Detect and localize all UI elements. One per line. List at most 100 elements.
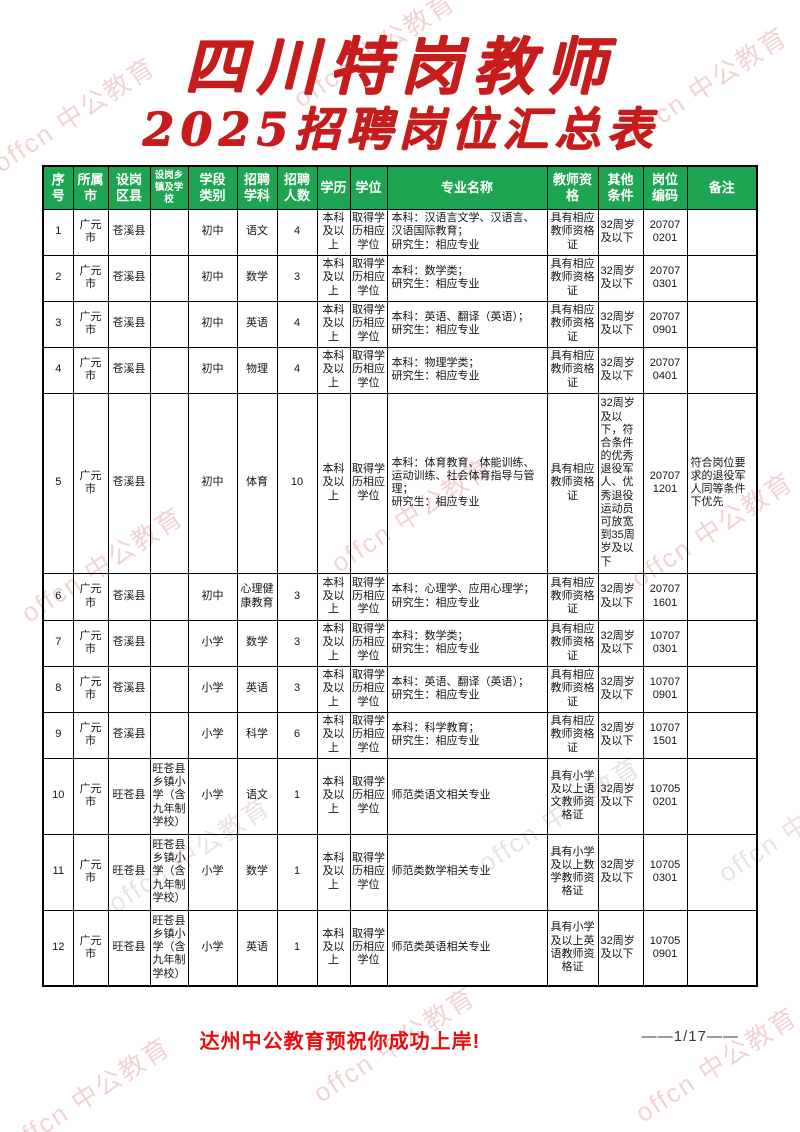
cell-county: 旺苍县 [107,757,151,835]
header-note: 备注 [686,165,758,210]
cell-note [686,909,758,987]
header-other: 其他 条件 [597,165,644,210]
cell-edu: 本科及以上 [316,909,351,987]
cell-code: 10707 0901 [642,665,688,713]
cell-city: 广元市 [72,909,109,987]
page-footer: 达州中公教育预祝你成功上岸! ——1/17—— [43,1025,757,1053]
table-row: 2 广元市 苍溪县 初中 数学 3 本科及以上 取得学历相应学位 本科：数学类； 研究生：相应专… [42,254,758,302]
cell-count: 3 [276,619,318,667]
cell-note [686,619,758,667]
cell-no: 7 [42,619,74,667]
cell-level: 初中 [187,254,238,302]
cell-county: 旺苍县 [107,909,151,987]
cell-school [149,346,189,394]
cell-edu: 本科及以上 [316,757,351,835]
page-title: 四川特岗教师 2025招聘岗位汇总表 [0,0,800,153]
header-city: 所属 市 [72,165,109,210]
cell-code: 10705 0301 [642,833,688,911]
positions-table: 序 号 所属 市 设岗 区县 设岗乡 镇及学 校 学段 类别 招聘 学科 招聘 … [42,165,758,988]
cell-major: 本科：英语、翻译（英语）； 研究生：相应专业 [386,300,548,348]
cell-subject: 物理 [236,346,278,394]
cell-other: 32周岁及以下 [597,665,644,713]
table-row: 6 广元市 苍溪县 初中 心理健康教育 3 本科及以上 取得学历相应学位 本科：心理学、应用心理… [42,572,758,621]
cell-subject: 心理健康教育 [236,572,278,621]
cell-other: 32周岁及以下 [597,833,644,911]
cell-other: 32周岁及以下 [597,711,644,759]
cell-other: 32周岁及以下 [597,254,644,302]
cell-edu: 本科及以上 [316,711,351,759]
table-row: 8 广元市 苍溪县 小学 英语 3 本科及以上 取得学历相应学位 本科：英语、翻译（英语）； 研… [42,665,758,713]
cell-major: 本科：心理学、应用心理学； 研究生：相应专业 [386,572,548,621]
cell-school [149,392,189,574]
cell-level: 小学 [187,619,238,667]
cell-city: 广元市 [72,346,109,394]
cell-city: 广元市 [72,665,109,713]
cell-cert: 具有相应教师资格证 [546,300,599,348]
cell-cert: 具有相应教师资格证 [546,346,599,394]
cell-no: 5 [42,392,74,574]
header-major: 专业名称 [386,165,548,210]
cell-major: 本科：体育教育、体能训练、运动训练、社会体育指导与管理； 研究生：相应专业 [386,392,548,574]
cell-count: 10 [276,392,318,574]
cell-code: 10705 0201 [642,757,688,835]
cell-other: 32周岁及以下 [597,208,644,256]
cell-edu: 本科及以上 [316,208,351,256]
cell-count: 1 [276,833,318,911]
cell-degree: 取得学历相应学位 [349,711,388,759]
cell-note: 符合岗位要求的退役军人同等条件下优先 [686,392,758,574]
cell-degree: 取得学历相应学位 [349,208,388,256]
cell-level: 小学 [187,757,238,835]
cell-degree: 取得学历相应学位 [349,619,388,667]
cell-degree: 取得学历相应学位 [349,254,388,302]
cell-city: 广元市 [72,572,109,621]
cell-county: 苍溪县 [107,254,151,302]
cell-major: 本科：物理学类； 研究生：相应专业 [386,346,548,394]
cell-code: 20707 0201 [642,208,688,256]
cell-subject: 语文 [236,208,278,256]
title-line-2: 2025招聘岗位汇总表 [141,102,659,157]
cell-note [686,346,758,394]
header-certificate: 教师资 格 [546,165,599,210]
header-county: 设岗 区县 [107,165,151,210]
header-subject: 招聘 学科 [236,165,278,210]
cell-edu: 本科及以上 [316,572,351,621]
cell-subject: 数学 [236,619,278,667]
cell-county: 苍溪县 [107,572,151,621]
cell-cert: 具有相应教师资格证 [546,392,599,574]
cell-subject: 英语 [236,300,278,348]
cell-school [149,300,189,348]
cell-cert: 具有相应教师资格证 [546,665,599,713]
cell-count: 3 [276,254,318,302]
cell-code: 20707 0901 [642,300,688,348]
cell-note [686,757,758,835]
cell-school [149,711,189,759]
document-content: 四川特岗教师 2025招聘岗位汇总表 序 号 所属 市 设岗 区县 设岗乡 镇及… [0,0,800,1053]
cell-count: 1 [276,757,318,835]
cell-degree: 取得学历相应学位 [349,572,388,621]
cell-degree: 取得学历相应学位 [349,833,388,911]
cell-cert: 具有相应教师资格证 [546,711,599,759]
cell-subject: 英语 [236,909,278,987]
cell-count: 4 [276,208,318,256]
cell-school: 旺苍县乡镇小学（含九年制学校） [149,757,189,835]
cell-other: 32周岁及以下 [597,300,644,348]
cell-cert: 具有小学及以上语文教师资格证 [546,757,599,835]
cell-county: 苍溪县 [107,711,151,759]
cell-county: 苍溪县 [107,300,151,348]
cell-degree: 取得学历相应学位 [349,300,388,348]
cell-city: 广元市 [72,711,109,759]
cell-level: 初中 [187,300,238,348]
cell-count: 3 [276,572,318,621]
cell-count: 6 [276,711,318,759]
cell-note [686,572,758,621]
cell-degree: 取得学历相应学位 [349,757,388,835]
cell-cert: 具有小学及以上英语教师资格证 [546,909,599,987]
cell-cert: 具有相应教师资格证 [546,572,599,621]
cell-county: 苍溪县 [107,665,151,713]
cell-subject: 科学 [236,711,278,759]
cell-cert: 具有小学及以上数学教师资格证 [546,833,599,911]
table-row: 3 广元市 苍溪县 初中 英语 4 本科及以上 取得学历相应学位 本科：英语、翻译（英语）； 研… [42,300,758,348]
cell-code: 10705 0901 [642,909,688,987]
cell-no: 9 [42,711,74,759]
